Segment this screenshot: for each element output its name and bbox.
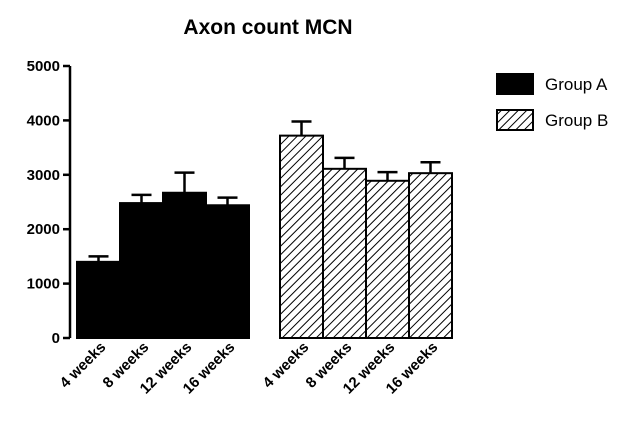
- y-tick-label: 5000: [27, 58, 60, 75]
- legend: Group A Group B: [496, 73, 608, 131]
- bar-group-b-1: [279, 134, 324, 339]
- bar-group-a-2: [119, 202, 164, 339]
- x-category-label: 4 weeks: [260, 339, 313, 392]
- y-tick-label: 4000: [27, 112, 60, 129]
- y-tick-label: 0: [52, 330, 60, 347]
- bar-group-b-3: [365, 179, 410, 339]
- bar-group-a-4: [205, 204, 250, 339]
- bars: [76, 120, 453, 339]
- legend-label-group-a: Group A: [545, 75, 608, 94]
- y-tick-label: 2000: [27, 221, 60, 238]
- bar-group-b-2: [322, 167, 367, 339]
- legend-swatch-group-b: [496, 109, 534, 131]
- bar-group-a-1: [76, 260, 121, 339]
- y-tick-label: 1000: [27, 276, 60, 293]
- legend-swatch-group-a: [496, 73, 534, 95]
- chart-title: Axon count MCN: [183, 16, 352, 39]
- y-tick-label: 3000: [27, 167, 60, 184]
- bar-group-a-3: [162, 191, 207, 339]
- x-category-label: 4 weeks: [57, 339, 110, 392]
- legend-label-group-b: Group B: [545, 111, 608, 130]
- bar-group-b-4: [408, 172, 453, 339]
- y-axis: 0 1000 2000 3000 4000 5000: [27, 58, 72, 347]
